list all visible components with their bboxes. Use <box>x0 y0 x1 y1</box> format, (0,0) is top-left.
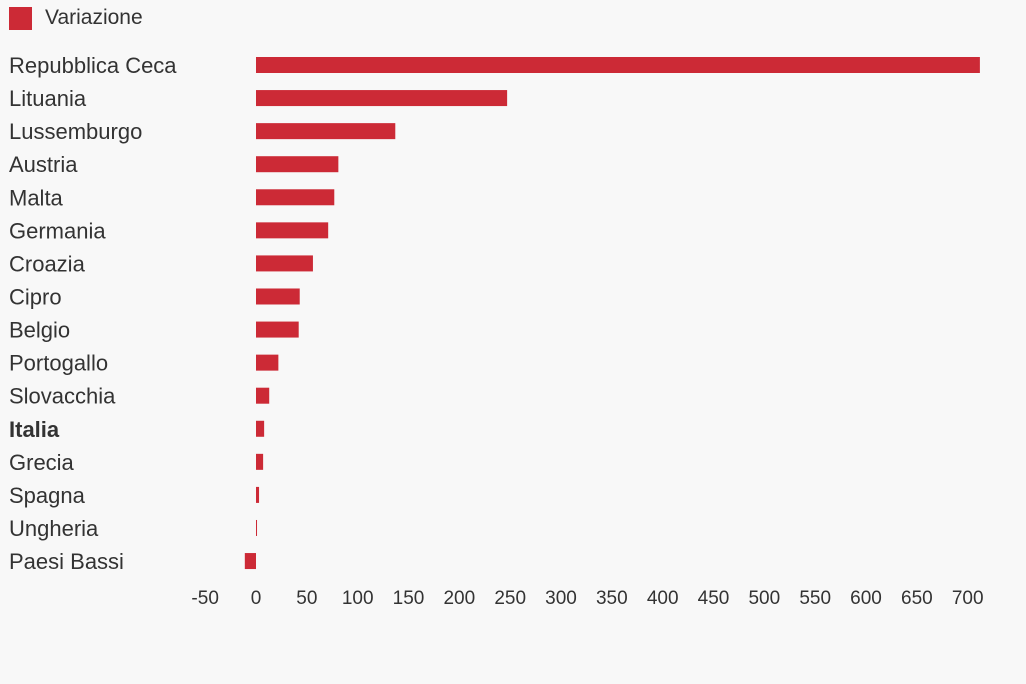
bar[interactable] <box>256 387 270 404</box>
x-tick-label: 400 <box>647 588 679 609</box>
x-tick-label: 550 <box>799 588 831 609</box>
x-tick-label: 50 <box>296 588 317 609</box>
x-tick-label: 500 <box>748 588 780 609</box>
category-label: Croazia <box>9 251 86 276</box>
category-label: Spagna <box>9 483 86 508</box>
x-tick-label: 350 <box>596 588 628 609</box>
x-tick-label: 700 <box>952 588 984 609</box>
x-tick-label: 650 <box>901 588 933 609</box>
bar[interactable] <box>256 420 265 437</box>
bars <box>244 57 980 570</box>
bar[interactable] <box>256 123 396 140</box>
bar[interactable] <box>256 354 279 371</box>
x-tick-label: 600 <box>850 588 882 609</box>
bar[interactable] <box>256 486 260 503</box>
category-label: Grecia <box>9 450 75 475</box>
bar[interactable] <box>256 255 313 272</box>
bar[interactable] <box>256 189 335 206</box>
legend-label: Variazione <box>45 6 143 29</box>
bar[interactable] <box>256 288 300 305</box>
category-label: Lituania <box>9 86 87 111</box>
bar[interactable] <box>256 453 264 470</box>
category-label: Germania <box>9 218 106 243</box>
category-label: Lussemburgo <box>9 119 142 144</box>
legend-swatch <box>9 6 32 30</box>
x-tick-label: 100 <box>342 588 374 609</box>
bar[interactable] <box>244 553 256 570</box>
bar[interactable] <box>256 90 508 107</box>
x-axis-tick-labels: -50 0 50 100 150 200 250 300 350 400 450 500 550 600 6… <box>191 588 983 609</box>
bar[interactable] <box>256 57 980 73</box>
x-tick-label: 450 <box>698 588 730 609</box>
bar[interactable] <box>256 321 299 338</box>
category-label: Slovacchia <box>9 384 116 409</box>
category-label: Italia <box>9 417 60 442</box>
bar[interactable] <box>256 156 339 173</box>
x-tick-label: 250 <box>494 588 526 609</box>
category-label: Cipro <box>9 284 62 309</box>
bar[interactable] <box>256 519 258 536</box>
category-label: Austria <box>9 152 78 177</box>
x-tick-label: 0 <box>251 588 262 609</box>
x-tick-label: 200 <box>443 588 475 609</box>
category-label: Portogallo <box>9 351 108 376</box>
bar[interactable] <box>256 222 329 239</box>
x-tick-label: -50 <box>191 588 218 609</box>
legend[interactable]: Variazione <box>9 5 143 31</box>
x-tick-label: 300 <box>545 588 577 609</box>
category-labels: Repubblica Ceca Lituania Lussemburgo Austri… <box>9 53 177 574</box>
category-label: Belgio <box>9 318 70 343</box>
category-label: Repubblica Ceca <box>9 53 177 78</box>
category-label: Ungheria <box>9 516 99 541</box>
x-tick-label: 150 <box>393 588 425 609</box>
category-label: Malta <box>9 185 64 210</box>
category-label: Paesi Bassi <box>9 549 124 574</box>
